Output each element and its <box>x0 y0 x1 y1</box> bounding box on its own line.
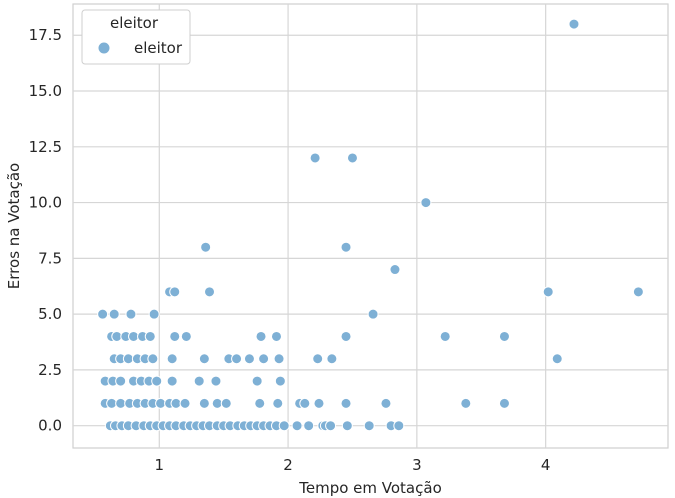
y-tick-label: 0.0 <box>38 417 62 435</box>
data-point <box>122 353 134 365</box>
y-tick-label: 12.5 <box>29 138 62 156</box>
y-tick-label: 5.0 <box>38 305 62 323</box>
axes-layer: 1 2 3 4 0.0 2.5 5.0 7.5 10.0 12.5 15.0 17.5 <box>29 26 551 474</box>
data-point <box>166 375 178 387</box>
plot-area <box>72 3 669 449</box>
data-point <box>243 353 255 365</box>
data-point <box>367 308 379 320</box>
data-point <box>108 308 120 320</box>
data-point <box>325 420 337 432</box>
y-tick-label: 2.5 <box>38 361 62 379</box>
x-tick-label: 4 <box>541 456 551 474</box>
y-tick-label: 17.5 <box>29 26 62 44</box>
x-tick-label: 2 <box>283 456 293 474</box>
data-point <box>128 330 140 342</box>
data-point <box>200 241 212 253</box>
data-point <box>166 353 178 365</box>
data-point <box>312 353 324 365</box>
x-tick-label: 3 <box>412 456 422 474</box>
data-point <box>155 397 167 409</box>
data-point <box>632 286 644 298</box>
data-point <box>439 330 451 342</box>
data-point <box>303 420 315 432</box>
data-point <box>211 397 223 409</box>
data-point <box>251 375 263 387</box>
data-point <box>291 420 303 432</box>
data-point <box>220 397 232 409</box>
data-point <box>272 397 284 409</box>
data-point <box>144 330 156 342</box>
data-point <box>498 397 510 409</box>
data-point <box>380 397 392 409</box>
data-point <box>313 397 325 409</box>
data-point <box>147 353 159 365</box>
data-point <box>151 375 163 387</box>
data-point <box>193 375 205 387</box>
legend-marker <box>97 41 111 55</box>
legend-label: eleitor <box>134 39 183 57</box>
data-point <box>340 397 352 409</box>
legend-title: eleitor <box>110 14 159 32</box>
grid-layer <box>72 3 669 449</box>
y-tick-label: 15.0 <box>29 82 62 100</box>
data-point <box>125 308 137 320</box>
data-point <box>273 353 285 365</box>
data-point <box>340 330 352 342</box>
data-point <box>115 375 127 387</box>
data-point <box>254 397 266 409</box>
x-axis-label: Tempo em Votação <box>298 479 442 497</box>
data-point <box>97 308 109 320</box>
data-point <box>170 397 182 409</box>
data-point <box>346 152 358 164</box>
data-point <box>460 397 472 409</box>
data-point <box>568 18 580 30</box>
x-tick-label: 1 <box>155 456 165 474</box>
data-point <box>179 397 191 409</box>
data-point <box>148 308 160 320</box>
data-point <box>341 420 353 432</box>
data-point <box>309 152 321 164</box>
y-tick-label: 10.0 <box>29 194 62 212</box>
data-point <box>299 397 311 409</box>
data-point <box>326 353 338 365</box>
data-point <box>115 397 127 409</box>
data-point <box>180 330 192 342</box>
data-point <box>389 264 401 276</box>
data-point <box>363 420 375 432</box>
data-point <box>198 353 210 365</box>
data-point <box>210 375 222 387</box>
data-point <box>169 330 181 342</box>
data-point <box>551 353 563 365</box>
data-point <box>420 197 432 209</box>
data-point <box>542 286 554 298</box>
data-point <box>258 353 270 365</box>
data-point <box>231 353 243 365</box>
data-point <box>274 375 286 387</box>
data-point <box>278 420 290 432</box>
y-axis-label: Erros na Votação <box>5 163 23 289</box>
points-layer <box>97 18 644 432</box>
data-point <box>198 397 210 409</box>
data-point <box>340 241 352 253</box>
data-point <box>169 286 181 298</box>
data-point <box>270 330 282 342</box>
data-point <box>393 420 405 432</box>
legend: eleitor eleitor <box>81 9 191 65</box>
data-point <box>255 330 267 342</box>
y-tick-label: 7.5 <box>38 249 62 267</box>
data-point <box>498 330 510 342</box>
data-point <box>111 330 123 342</box>
data-point <box>204 286 216 298</box>
data-point <box>106 397 118 409</box>
